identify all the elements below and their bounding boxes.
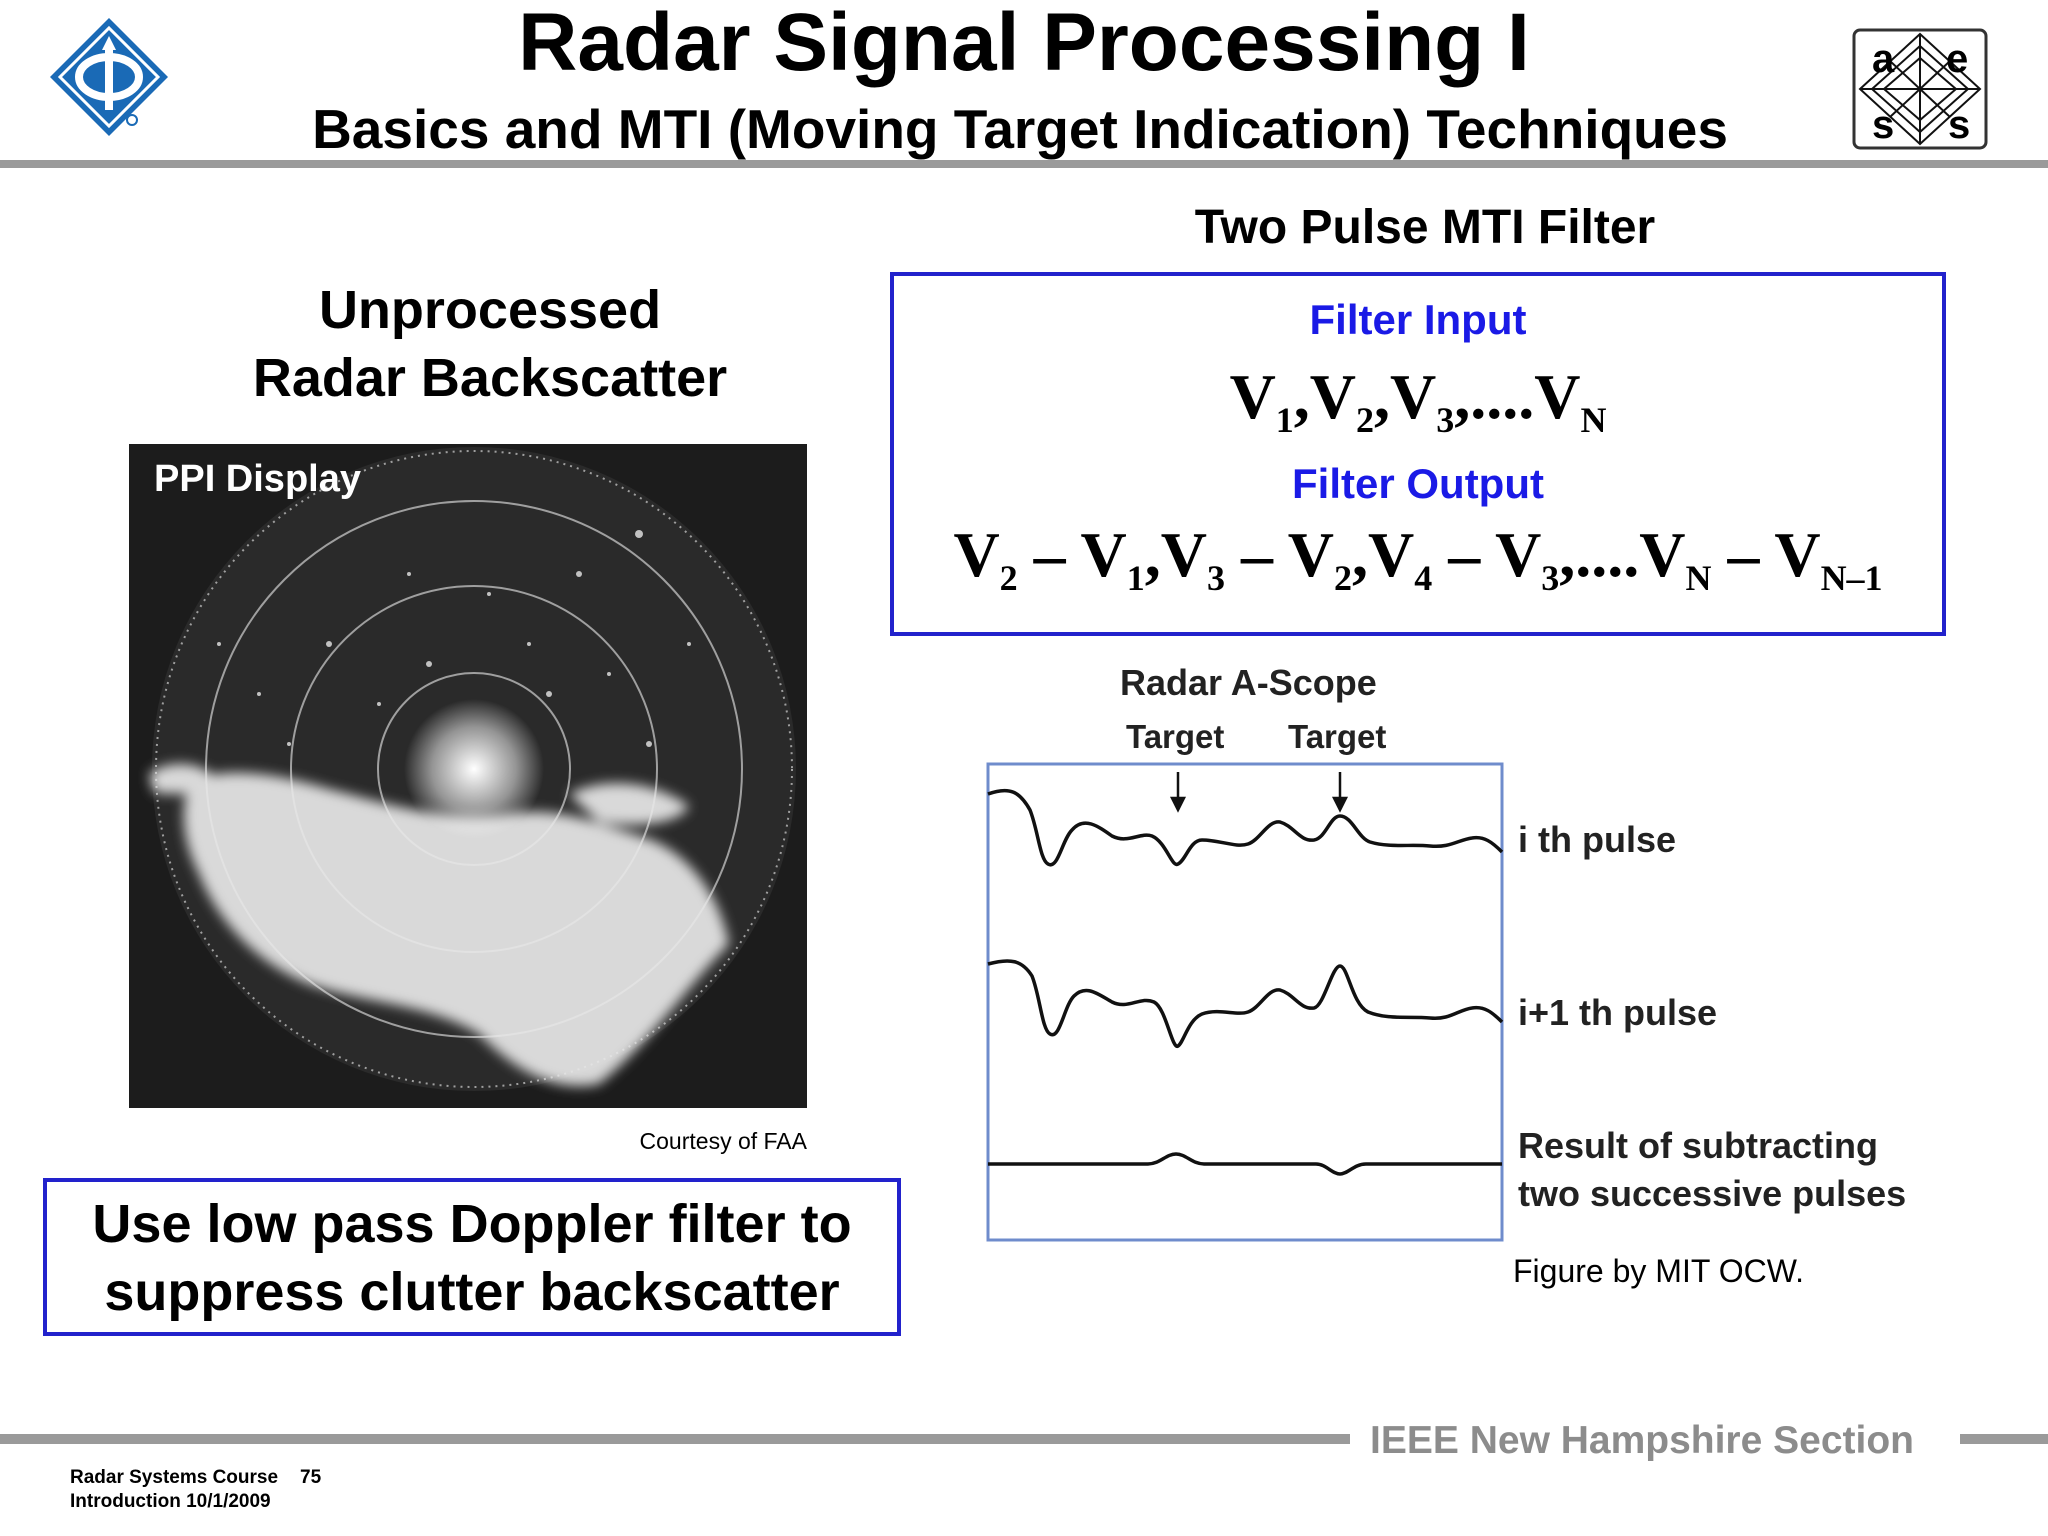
doppler-callout: Use low pass Doppler filter to suppress … [43,1178,901,1336]
result-label-line1: Result of subtracting [1518,1125,1879,1166]
aess-letter-a: a [1872,37,1895,81]
slide-subtitle: Basics and MTI (Moving Target Indication… [312,98,1728,160]
pulse-i1-label: i+1 th pulse [1518,992,1718,1033]
filter-box [890,272,1946,636]
result-label-line2: two successive pulses [1518,1173,1907,1214]
footer-course-info: Radar Systems Course 75 Introduction 10/1… [70,1466,321,1514]
ppi-radar-image [129,444,807,1108]
ascope-title: Radar A-Scope [1120,662,1377,703]
filter-input-label: Filter Input [1309,296,1527,343]
target-label-2: Target [1288,718,1387,755]
aess-letter-s1: s [1872,103,1894,147]
footer-date-line: Introduction 10/1/2009 [70,1491,271,1512]
ieee-logo-icon [50,18,168,136]
aess-logo-icon: a e s s [1852,28,1988,150]
ppi-display-label: PPI Display [154,458,361,500]
image-courtesy: Courtesy of FAA [639,1128,807,1154]
pulse-i-trace [987,788,1504,867]
mti-filter-heading: Two Pulse MTI Filter [1194,201,1656,254]
aess-letter-e: e [1946,37,1968,81]
pulse-i-label: i th pulse [1518,819,1677,860]
footer-rule-left [0,1434,1350,1444]
result-trace [988,1152,1502,1176]
footer-page-number: 75 [300,1467,322,1488]
filter-input-equation: V1,V2,V3,....VN [1229,361,1607,440]
pulse-i1-trace [987,959,1504,1048]
ascope-diagram [986,762,1504,1242]
footer-rule-right [1960,1434,2048,1444]
left-heading-line1: Unprocessed [318,280,662,340]
target-label-1: Target [1126,718,1225,755]
header-rule [0,160,2048,168]
ascope-frame [986,762,1504,1242]
result-label: Result of subtracting two successive pul… [1518,1122,1906,1218]
left-heading-line2: Radar Backscatter [252,348,728,408]
filter-output-label: Filter Output [1292,460,1544,507]
footer-course: Radar Systems Course [70,1467,279,1488]
aess-letter-s2: s [1948,103,1970,147]
figure-credit: Figure by MIT OCW. [1513,1253,1805,1289]
target-arrows [1169,772,1349,813]
slide-title: Radar Signal Processing I [518,0,1530,88]
left-heading: Unprocessed Radar Backscatter [200,276,780,412]
filter-output-equation: V2 – V1,V3 – V2,V4 – V3,....VN – VN–1 [953,519,1883,598]
callout-line1: Use low pass Doppler filter to [92,1194,852,1254]
footer-section-name: IEEE New Hampshire Section [1370,1419,1915,1462]
callout-line2: suppress clutter backscatter [104,1262,840,1322]
